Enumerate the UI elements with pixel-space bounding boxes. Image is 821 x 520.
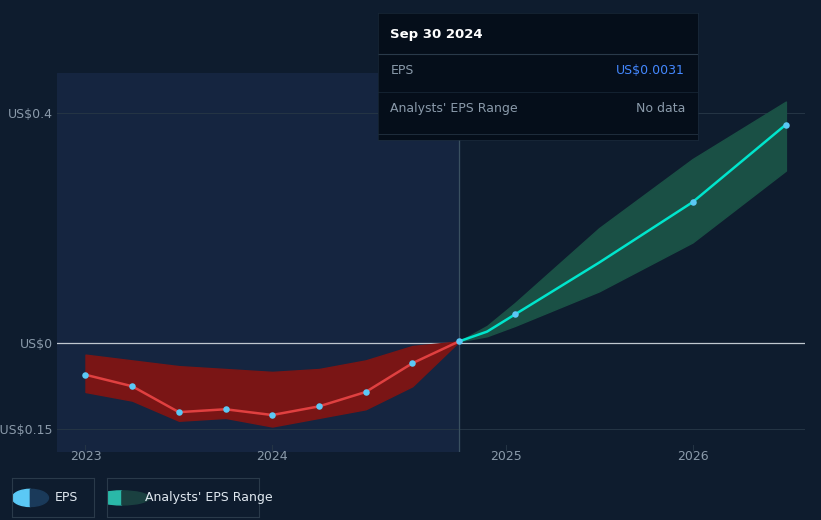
Wedge shape [94, 491, 122, 505]
Point [219, 405, 232, 413]
Text: Analysts' EPS Range: Analysts' EPS Range [144, 491, 273, 504]
Text: 2026: 2026 [677, 449, 709, 462]
Text: Sep 30 2024: Sep 30 2024 [391, 28, 483, 41]
Bar [57, 73, 459, 452]
Point [452, 337, 466, 346]
Point [126, 382, 139, 391]
Text: Actual: Actual [412, 79, 452, 92]
Text: EPS: EPS [55, 491, 78, 504]
Text: Analysts Forecasts: Analysts Forecasts [473, 79, 589, 92]
Text: No data: No data [635, 102, 685, 115]
Point [266, 411, 279, 419]
Text: 2024: 2024 [256, 449, 288, 462]
Text: EPS: EPS [391, 64, 414, 77]
Point [508, 310, 521, 319]
Point [172, 408, 186, 417]
Point [312, 402, 325, 411]
Point [359, 388, 372, 396]
Point [406, 359, 419, 368]
Text: Analysts' EPS Range: Analysts' EPS Range [391, 102, 518, 115]
Point [779, 121, 792, 129]
Wedge shape [12, 489, 30, 506]
Text: US$0.0031: US$0.0031 [617, 64, 685, 77]
Point [79, 371, 92, 379]
Wedge shape [122, 491, 149, 505]
Wedge shape [30, 489, 48, 506]
Point [686, 198, 699, 206]
Text: 2023: 2023 [70, 449, 101, 462]
Text: 2025: 2025 [490, 449, 521, 462]
